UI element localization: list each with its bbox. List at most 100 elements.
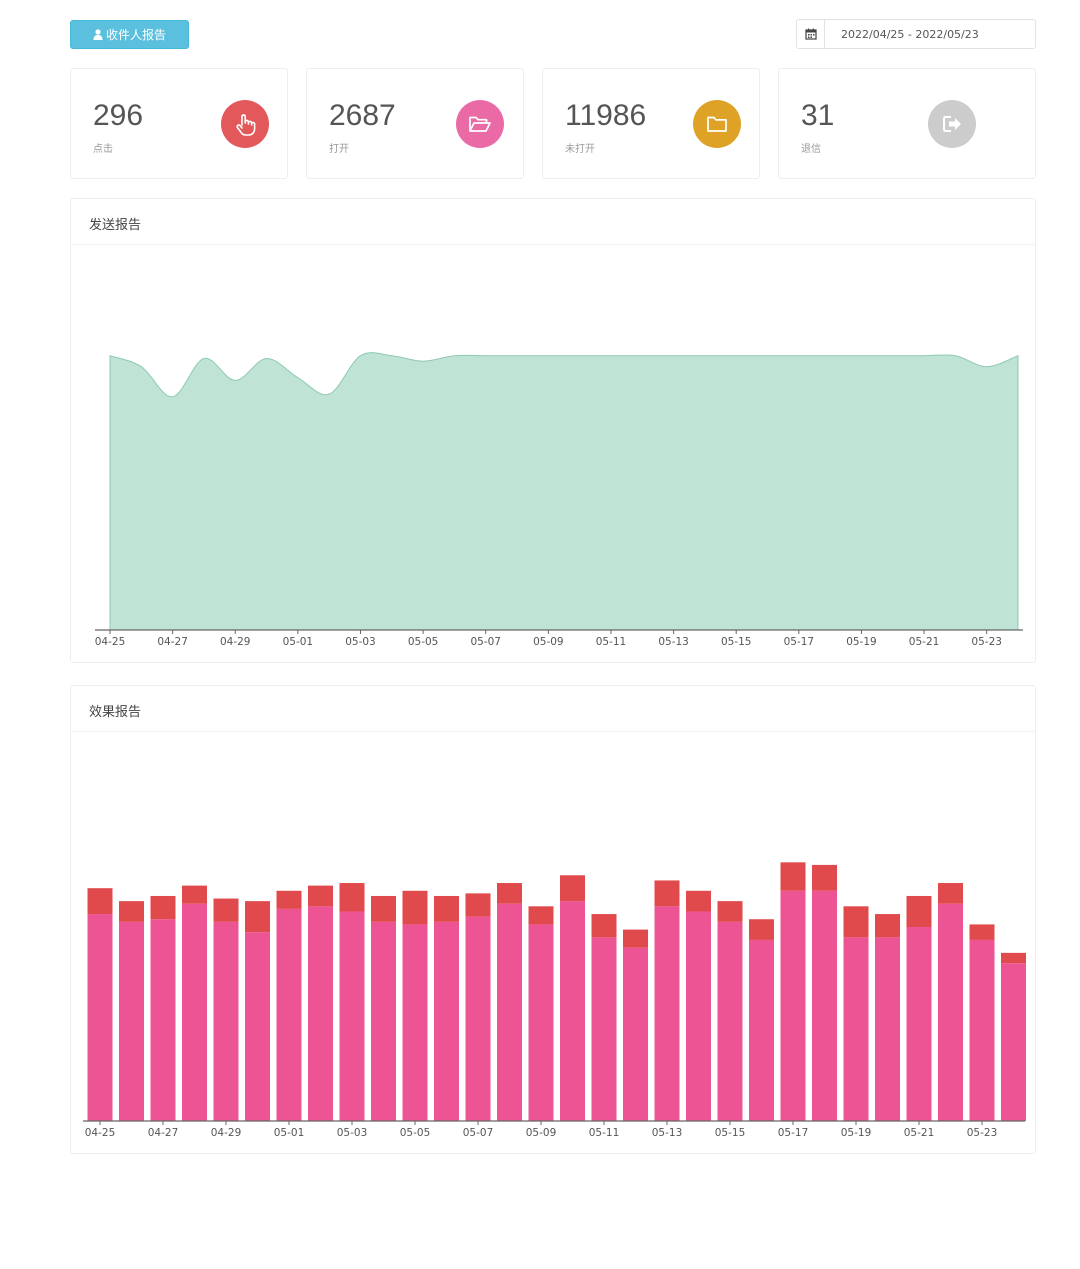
x-tick-label: 04-25: [95, 636, 126, 648]
bar-segment-top: [654, 880, 680, 907]
bar-segment-base: [686, 911, 711, 1121]
bar-segment-top: [339, 883, 365, 912]
bar-segment-top: [938, 883, 963, 904]
stat-label: 点击: [93, 144, 113, 155]
x-tick-label: 05-13: [652, 1127, 683, 1139]
x-tick-label: 05-15: [715, 1127, 746, 1139]
stat-value: 2687: [329, 99, 396, 132]
x-tick-label: 05-07: [463, 1127, 494, 1139]
send-report-panel: 发送报告 04-25 04-27 04-29 05-01 05-03 05-05 05-07…: [70, 198, 1036, 663]
bar-segment-top: [780, 862, 806, 891]
sign-out-icon: [928, 100, 976, 148]
bar-segment-base: [150, 919, 176, 1121]
x-tick-label: 05-03: [345, 636, 376, 648]
bar-segment-top: [749, 919, 774, 940]
x-tick-label: 05-15: [721, 636, 752, 648]
stat-card-bounces: 31 退信: [778, 68, 1036, 179]
bar-segment-base: [623, 947, 648, 1121]
effect-report-panel: 效果报告 04-25 04-27 04-29 05-01 05-03 05-05 05-07…: [70, 685, 1036, 1154]
bar-segment-base: [843, 937, 869, 1121]
bar-segment-base: [371, 921, 396, 1121]
bar-segment-base: [87, 914, 113, 1121]
calendar-icon: [797, 20, 825, 48]
stat-label: 未打开: [565, 144, 595, 155]
stat-value: 296: [93, 99, 144, 132]
bar-segment-base: [938, 903, 963, 1121]
bar-segment-top: [623, 929, 648, 948]
bar-segment-top: [686, 890, 711, 912]
x-tick-label: 05-13: [658, 636, 689, 648]
bar-segment-base: [119, 921, 144, 1121]
bar-segment-base: [717, 921, 743, 1121]
recipient-report-label: 收件人报告: [105, 28, 166, 42]
bar-segment-top: [402, 890, 428, 925]
bar-segment-base: [591, 937, 617, 1121]
bar-segment-top: [182, 885, 207, 904]
x-tick-label: 05-03: [337, 1127, 368, 1139]
bar-segment-top: [308, 885, 333, 907]
x-tick-label: 05-05: [400, 1127, 431, 1139]
bar-segment-top: [906, 895, 932, 927]
bar-segment-base: [749, 939, 774, 1121]
bar-segment-base: [276, 908, 302, 1121]
bar-segment-top: [560, 875, 585, 902]
bar-segment-base: [528, 924, 554, 1121]
x-tick-label: 05-23: [971, 636, 1002, 648]
x-tick-label: 04-27: [148, 1127, 179, 1139]
bar-segment-top: [497, 883, 522, 904]
recipient-report-button[interactable]: 收件人报告: [70, 20, 189, 49]
x-tick-label: 05-01: [283, 636, 314, 648]
stat-card-opens: 2687 打开: [306, 68, 524, 179]
hand-pointer-icon: [221, 100, 269, 148]
bar-segment-top: [87, 888, 113, 915]
x-tick-label: 04-29: [211, 1127, 242, 1139]
bar-segment-base: [245, 932, 270, 1121]
x-tick-label: 05-17: [778, 1127, 809, 1139]
bar-segment-base: [780, 890, 806, 1121]
stat-label: 退信: [801, 144, 821, 155]
bar-segment-top: [371, 895, 396, 922]
bar-segment-top: [528, 906, 554, 925]
x-tick-label: 04-25: [85, 1127, 116, 1139]
x-tick-label: 05-21: [904, 1127, 935, 1139]
bar-segment-base: [434, 921, 459, 1121]
stat-label: 打开: [329, 144, 349, 155]
folder-open-icon: [456, 100, 504, 148]
bar-segment-base: [497, 903, 522, 1121]
x-tick-label: 04-29: [220, 636, 251, 648]
date-range-value: 2022/04/25 - 2022/05/23: [841, 27, 979, 41]
bar-segment-top: [591, 914, 617, 938]
x-tick-label: 05-19: [846, 636, 877, 648]
bar-segment-top: [969, 924, 995, 940]
bar-segment-top: [875, 914, 900, 938]
date-range-picker[interactable]: 2022/04/25 - 2022/05/23: [796, 19, 1036, 49]
x-tick-label: 05-09: [533, 636, 564, 648]
x-tick-label: 05-21: [909, 636, 940, 648]
bar-segment-base: [906, 927, 932, 1121]
bar-segment-top: [1001, 952, 1026, 964]
x-tick-label: 05-05: [408, 636, 439, 648]
bar-segment-base: [182, 903, 207, 1121]
x-tick-label: 05-09: [526, 1127, 557, 1139]
bar-segment-base: [402, 924, 428, 1121]
bar-segment-top: [150, 895, 176, 920]
x-tick-label: 04-27: [157, 636, 188, 648]
stat-value: 11986: [565, 99, 647, 132]
x-tick-label: 05-01: [274, 1127, 305, 1139]
stat-card-unopened: 11986 未打开: [542, 68, 760, 179]
bar-segment-top: [213, 898, 239, 922]
bar-segment-base: [308, 906, 333, 1121]
bar-segment-top: [119, 901, 144, 922]
bar-segment-base: [213, 921, 239, 1121]
bar-segment-base: [1001, 963, 1026, 1121]
bar-segment-top: [843, 906, 869, 938]
x-tick-label: 05-23: [967, 1127, 998, 1139]
stat-card-clicks: 296 点击: [70, 68, 288, 179]
bar-segment-base: [812, 890, 837, 1121]
bar-segment-top: [245, 901, 270, 933]
bar-segment-top: [276, 890, 302, 909]
user-icon: [93, 29, 103, 40]
send-report-chart: 04-25 04-27 04-29 05-01 05-03 05-05 05-07 05-09…: [95, 352, 1023, 648]
bar-segment-base: [654, 906, 680, 1121]
bar-segment-top: [434, 895, 459, 922]
